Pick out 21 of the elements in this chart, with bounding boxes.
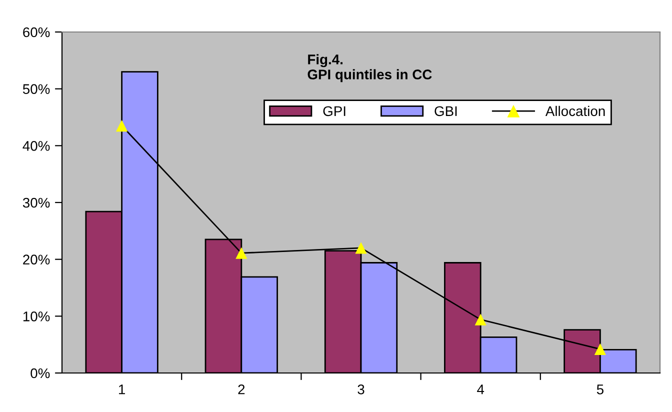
y-tick-label: 40% xyxy=(22,141,50,151)
legend-label: GPI xyxy=(323,106,346,116)
x-tick-label: 1 xyxy=(118,384,125,394)
point xyxy=(116,120,128,132)
y-tick-label: 50% xyxy=(22,84,50,94)
y-tick-label: 0% xyxy=(30,368,50,378)
legend-label: Allocation xyxy=(545,106,605,116)
x-tick-label: 5 xyxy=(596,384,604,394)
point xyxy=(474,314,486,326)
point xyxy=(355,242,367,254)
text: Fig.4. GPI quintiles in CC xyxy=(308,54,432,82)
x-tick-label: 4 xyxy=(477,384,484,394)
y-tick-label: 30% xyxy=(22,198,50,208)
x-tick-label: 2 xyxy=(238,384,245,394)
y-tick-label: 60% xyxy=(23,27,50,38)
y-tick-label: 10% xyxy=(23,312,50,322)
legend-label: GBI xyxy=(434,106,457,116)
y-tick-label: 20% xyxy=(23,254,50,265)
point xyxy=(594,343,606,355)
point xyxy=(236,247,248,259)
x-tick-label: 3 xyxy=(358,384,364,394)
